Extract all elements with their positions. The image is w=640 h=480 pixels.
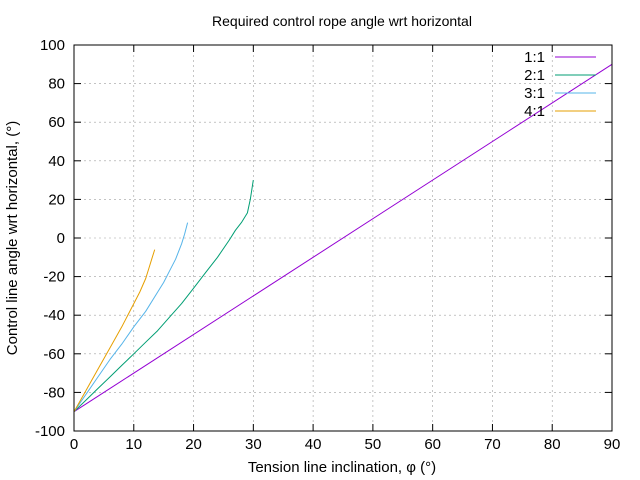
x-tick-label: 80 <box>544 436 561 453</box>
y-tick-label: 80 <box>48 76 65 93</box>
y-tick-label: -20 <box>43 269 65 286</box>
chart-title: Required control rope angle wrt horizont… <box>212 13 472 29</box>
legend-label: 3:1 <box>524 85 545 102</box>
legend-label: 4:1 <box>524 103 545 120</box>
x-tick-label: 40 <box>305 436 322 453</box>
x-tick-label: 60 <box>424 436 441 453</box>
series-line-4 <box>73 249 156 412</box>
y-tick-label: -40 <box>43 307 65 324</box>
x-tick-label: 30 <box>245 436 262 453</box>
x-tick-label: 50 <box>365 436 382 453</box>
legend: 1:12:13:14:1 <box>524 49 596 120</box>
series-line-2 <box>73 180 254 413</box>
y-tick-label: 100 <box>40 37 65 54</box>
plot-area <box>73 63 613 413</box>
x-axis-label: Tension line inclination, φ (°) <box>248 459 436 476</box>
series-line-1 <box>73 63 613 413</box>
y-tick-label: -100 <box>35 423 65 440</box>
legend-label: 1:1 <box>524 49 545 66</box>
y-axis-label: Control line angle wrt horizontal, (°) <box>4 121 21 355</box>
y-tick-label: 0 <box>57 230 65 247</box>
y-tick-label: -60 <box>43 346 65 363</box>
y-tick-label: 40 <box>48 153 65 170</box>
x-tick-label: 90 <box>604 436 621 453</box>
axis-ticks: 0 10 20 30 40 50 60 70 80 90 -100 -80 -60 -40 -20 0 20 40… <box>35 37 620 453</box>
x-tick-label: 20 <box>185 436 202 453</box>
y-tick-label: -80 <box>43 384 65 401</box>
x-tick-label: 10 <box>125 436 142 453</box>
y-tick-label: 20 <box>48 191 65 208</box>
x-tick-label: 70 <box>484 436 501 453</box>
series-line-3 <box>73 222 189 412</box>
legend-label: 2:1 <box>524 67 545 84</box>
grid <box>74 45 612 431</box>
x-tick-label: 0 <box>70 436 78 453</box>
y-tick-label: 60 <box>48 114 65 131</box>
